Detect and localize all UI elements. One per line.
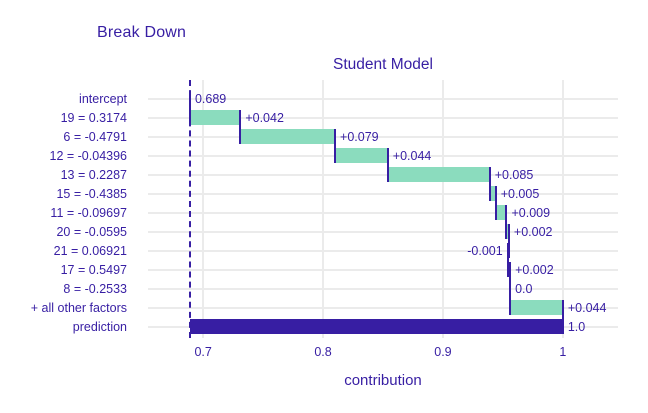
y-gridline [148, 97, 618, 100]
bar-value-label: +0.085 [494, 167, 534, 182]
bar-contribution [506, 224, 509, 239]
connector-line [494, 186, 497, 220]
bar-value-label: +0.002 [513, 224, 553, 239]
bar-contribution [495, 205, 507, 220]
bar-value-label: +0.044 [567, 300, 607, 315]
x-gridline [322, 80, 325, 338]
bar-value-label: +0.079 [340, 129, 379, 144]
y-gridline [148, 306, 618, 309]
bar-contribution [189, 110, 241, 125]
bar-contribution [510, 300, 563, 315]
y-axis-label: 6 = -0.4791 [63, 129, 127, 144]
connector-line [505, 205, 508, 239]
y-axis-label: 21 = 0.06921 [53, 243, 127, 258]
x-axis-title: contribution [344, 372, 422, 389]
y-gridline [148, 192, 618, 195]
chart-title: Break Down [97, 24, 187, 41]
plot-area: 0.689 +0.042 +0.079 +0.044 +0.085 +0.005 +0.00… [148, 80, 618, 338]
chart-subtitle: Student Model [333, 56, 433, 73]
y-axis-label: 17 = 0.5497 [60, 262, 127, 277]
y-gridline [148, 135, 618, 138]
bar-value-label: +0.042 [245, 110, 284, 125]
y-axis-label: 11 = -0.09697 [50, 205, 127, 220]
x-tick-label: 1 [559, 345, 567, 359]
bar-value-label: +0.044 [392, 148, 432, 163]
bar-value-label: 1.0 [567, 319, 586, 334]
bar-contribution [387, 167, 490, 182]
y-axis-label: prediction [72, 319, 127, 334]
y-axis-label: 13 = 0.2287 [60, 167, 127, 182]
x-gridline [202, 80, 205, 338]
y-gridline [148, 268, 618, 271]
x-tick-label: 0.9 [434, 345, 452, 359]
bar-value-label: +0.002 [515, 262, 554, 277]
y-axis-label: intercept [79, 91, 127, 106]
connector-line [239, 110, 242, 144]
connector-line [507, 224, 510, 258]
bar-prediction [189, 319, 563, 334]
bar-contribution [507, 262, 511, 277]
y-gridline [148, 116, 618, 119]
bar-value-label: +0.009 [511, 205, 551, 220]
bar-value-label: -0.001 [467, 243, 503, 258]
y-axis-label: 15 = -0.4385 [56, 186, 127, 201]
x-gridline [561, 80, 564, 338]
connector-line [386, 148, 389, 182]
connector-line [509, 281, 512, 315]
y-gridline [148, 287, 618, 290]
y-axis-label: 20 = -0.0595 [56, 224, 127, 239]
bar-contribution [335, 148, 388, 163]
bar-contribution [489, 186, 496, 201]
y-gridline [148, 230, 618, 233]
y-axis-label: 8 = -0.2533 [63, 281, 127, 296]
x-gridline [441, 80, 444, 338]
y-gridline [148, 173, 618, 176]
bar-value-label: +0.005 [500, 186, 540, 201]
connector-line [334, 129, 337, 163]
connector-line [188, 91, 191, 125]
y-gridline [148, 249, 618, 252]
connector-line [561, 300, 564, 334]
connector-line [488, 167, 491, 201]
connector-line [509, 262, 512, 296]
bar-contribution [240, 129, 336, 144]
intercept-dashed-line [188, 80, 191, 338]
y-axis-label: 19 = 0.3174 [60, 110, 127, 125]
y-axis-label: + all other factors [30, 300, 127, 315]
y-gridline [148, 211, 618, 214]
bar-value-label: 0.689 [194, 91, 227, 106]
y-axis-label: 12 = -0.04396 [49, 148, 128, 163]
x-tick-label: 0.7 [194, 345, 212, 359]
x-tick-label: 0.8 [314, 345, 332, 359]
connector-line [506, 243, 509, 277]
bar-value-label: 0.0 [515, 281, 533, 296]
